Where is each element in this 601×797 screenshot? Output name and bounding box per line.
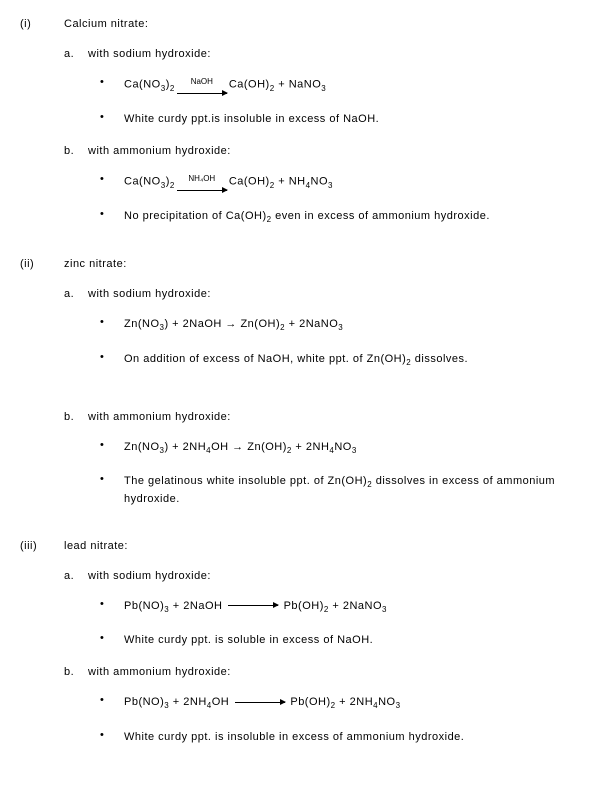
bullet-text: Ca(NO3)2NH₄OHCa(OH)2 + NH4NO3 [124, 173, 581, 192]
sub-letter: a. [64, 48, 88, 60]
main-item: (iii)lead nitrate: a.with sodium hydroxid… [20, 540, 581, 761]
sub-letter: b. [64, 145, 88, 157]
bullet: •Pb(NO)3 + 2NH4OH Pb(OH)2 + 2NH4NO3 [100, 694, 581, 712]
reaction-arrow [228, 605, 278, 606]
bullet: •Zn(NO3) + 2NH4OH → Zn(OH)2 + 2NH4NO3 [100, 439, 581, 457]
bullet-dot: • [100, 473, 124, 508]
sub-letter: b. [64, 666, 88, 678]
bullet-text: On addition of excess of NaOH, white ppt… [124, 351, 581, 369]
bullet-text: Zn(NO3) + 2NaOH → Zn(OH)2 + 2NaNO3 [124, 316, 581, 334]
item-content: zinc nitrate:a.with sodium hydroxide:•Zn… [64, 258, 581, 523]
bullet-dot: • [100, 632, 124, 649]
bullet: •Ca(NO3)2NaOHCa(OH)2 + NaNO3 [100, 76, 581, 95]
bullet-dot: • [100, 173, 124, 192]
item-number: (iii) [20, 540, 64, 761]
item-title: Calcium nitrate: [64, 18, 581, 30]
sub-title: with ammonium hydroxide: [88, 411, 231, 423]
item-title: lead nitrate: [64, 540, 581, 552]
reaction-arrow [235, 702, 285, 703]
bullet: •The gelatinous white insoluble ppt. of … [100, 473, 581, 508]
bullet-dot: • [100, 694, 124, 712]
bullet: •Zn(NO3) + 2NaOH → Zn(OH)2 + 2NaNO3 [100, 316, 581, 334]
bullet: •Ca(NO3)2NH₄OHCa(OH)2 + NH4NO3 [100, 173, 581, 192]
sub-item: a.with sodium hydroxide: [64, 570, 581, 582]
bullet-text: Pb(NO)3 + 2NH4OH Pb(OH)2 + 2NH4NO3 [124, 694, 581, 712]
item-content: lead nitrate:a.with sodium hydroxide:•Pb… [64, 540, 581, 761]
sub-letter: a. [64, 570, 88, 582]
bullet-text: Pb(NO)3 + 2NaOH Pb(OH)2 + 2NaNO3 [124, 598, 581, 616]
bullet: •No precipitation of Ca(OH)2 even in exc… [100, 208, 581, 226]
bullet: •White curdy ppt.is insoluble in excess … [100, 111, 581, 128]
bullet-text: Ca(NO3)2NaOHCa(OH)2 + NaNO3 [124, 76, 581, 95]
item-title: zinc nitrate: [64, 258, 581, 270]
bullet: •White curdy ppt. is soluble in excess o… [100, 632, 581, 649]
main-item: (ii)zinc nitrate: a.with sodium hydroxide… [20, 258, 581, 523]
bullet-dot: • [100, 351, 124, 369]
item-number: (ii) [20, 258, 64, 523]
item-number: (i) [20, 18, 64, 242]
sub-title: with ammonium hydroxide: [88, 666, 231, 678]
bullet: •Pb(NO)3 + 2NaOH Pb(OH)2 + 2NaNO3 [100, 598, 581, 616]
bullet-text: The gelatinous white insoluble ppt. of Z… [124, 473, 581, 508]
sub-item: a.with sodium hydroxide: [64, 48, 581, 60]
sub-title: with sodium hydroxide: [88, 570, 211, 582]
sub-title: with sodium hydroxide: [88, 48, 211, 60]
bullet-dot: • [100, 208, 124, 226]
bullet-dot: • [100, 111, 124, 128]
bullet-dot: • [100, 439, 124, 457]
bullet: •On addition of excess of NaOH, white pp… [100, 351, 581, 369]
bullet-dot: • [100, 76, 124, 95]
bullet-text: White curdy ppt. is soluble in excess of… [124, 632, 581, 649]
sub-letter: b. [64, 411, 88, 423]
sub-title: with ammonium hydroxide: [88, 145, 231, 157]
bullet-dot: • [100, 316, 124, 334]
bullet-dot: • [100, 598, 124, 616]
reaction-arrow: NaOH [177, 76, 227, 94]
reaction-arrow: NH₄OH [177, 173, 227, 191]
bullet-text: No precipitation of Ca(OH)2 even in exce… [124, 208, 581, 226]
bullet-text: Zn(NO3) + 2NH4OH → Zn(OH)2 + 2NH4NO3 [124, 439, 581, 457]
main-item: (i)Calcium nitrate: a.with sodium hydroxi… [20, 18, 581, 242]
sub-title: with sodium hydroxide: [88, 288, 211, 300]
bullet-text: White curdy ppt.is insoluble in excess o… [124, 111, 581, 128]
sub-item: b.with ammonium hydroxide: [64, 666, 581, 678]
sub-item: b.with ammonium hydroxide: [64, 411, 581, 423]
sub-letter: a. [64, 288, 88, 300]
sub-item: a.with sodium hydroxide: [64, 288, 581, 300]
item-content: Calcium nitrate: a.with sodium hydroxide:… [64, 18, 581, 242]
sub-item: b.with ammonium hydroxide: [64, 145, 581, 157]
